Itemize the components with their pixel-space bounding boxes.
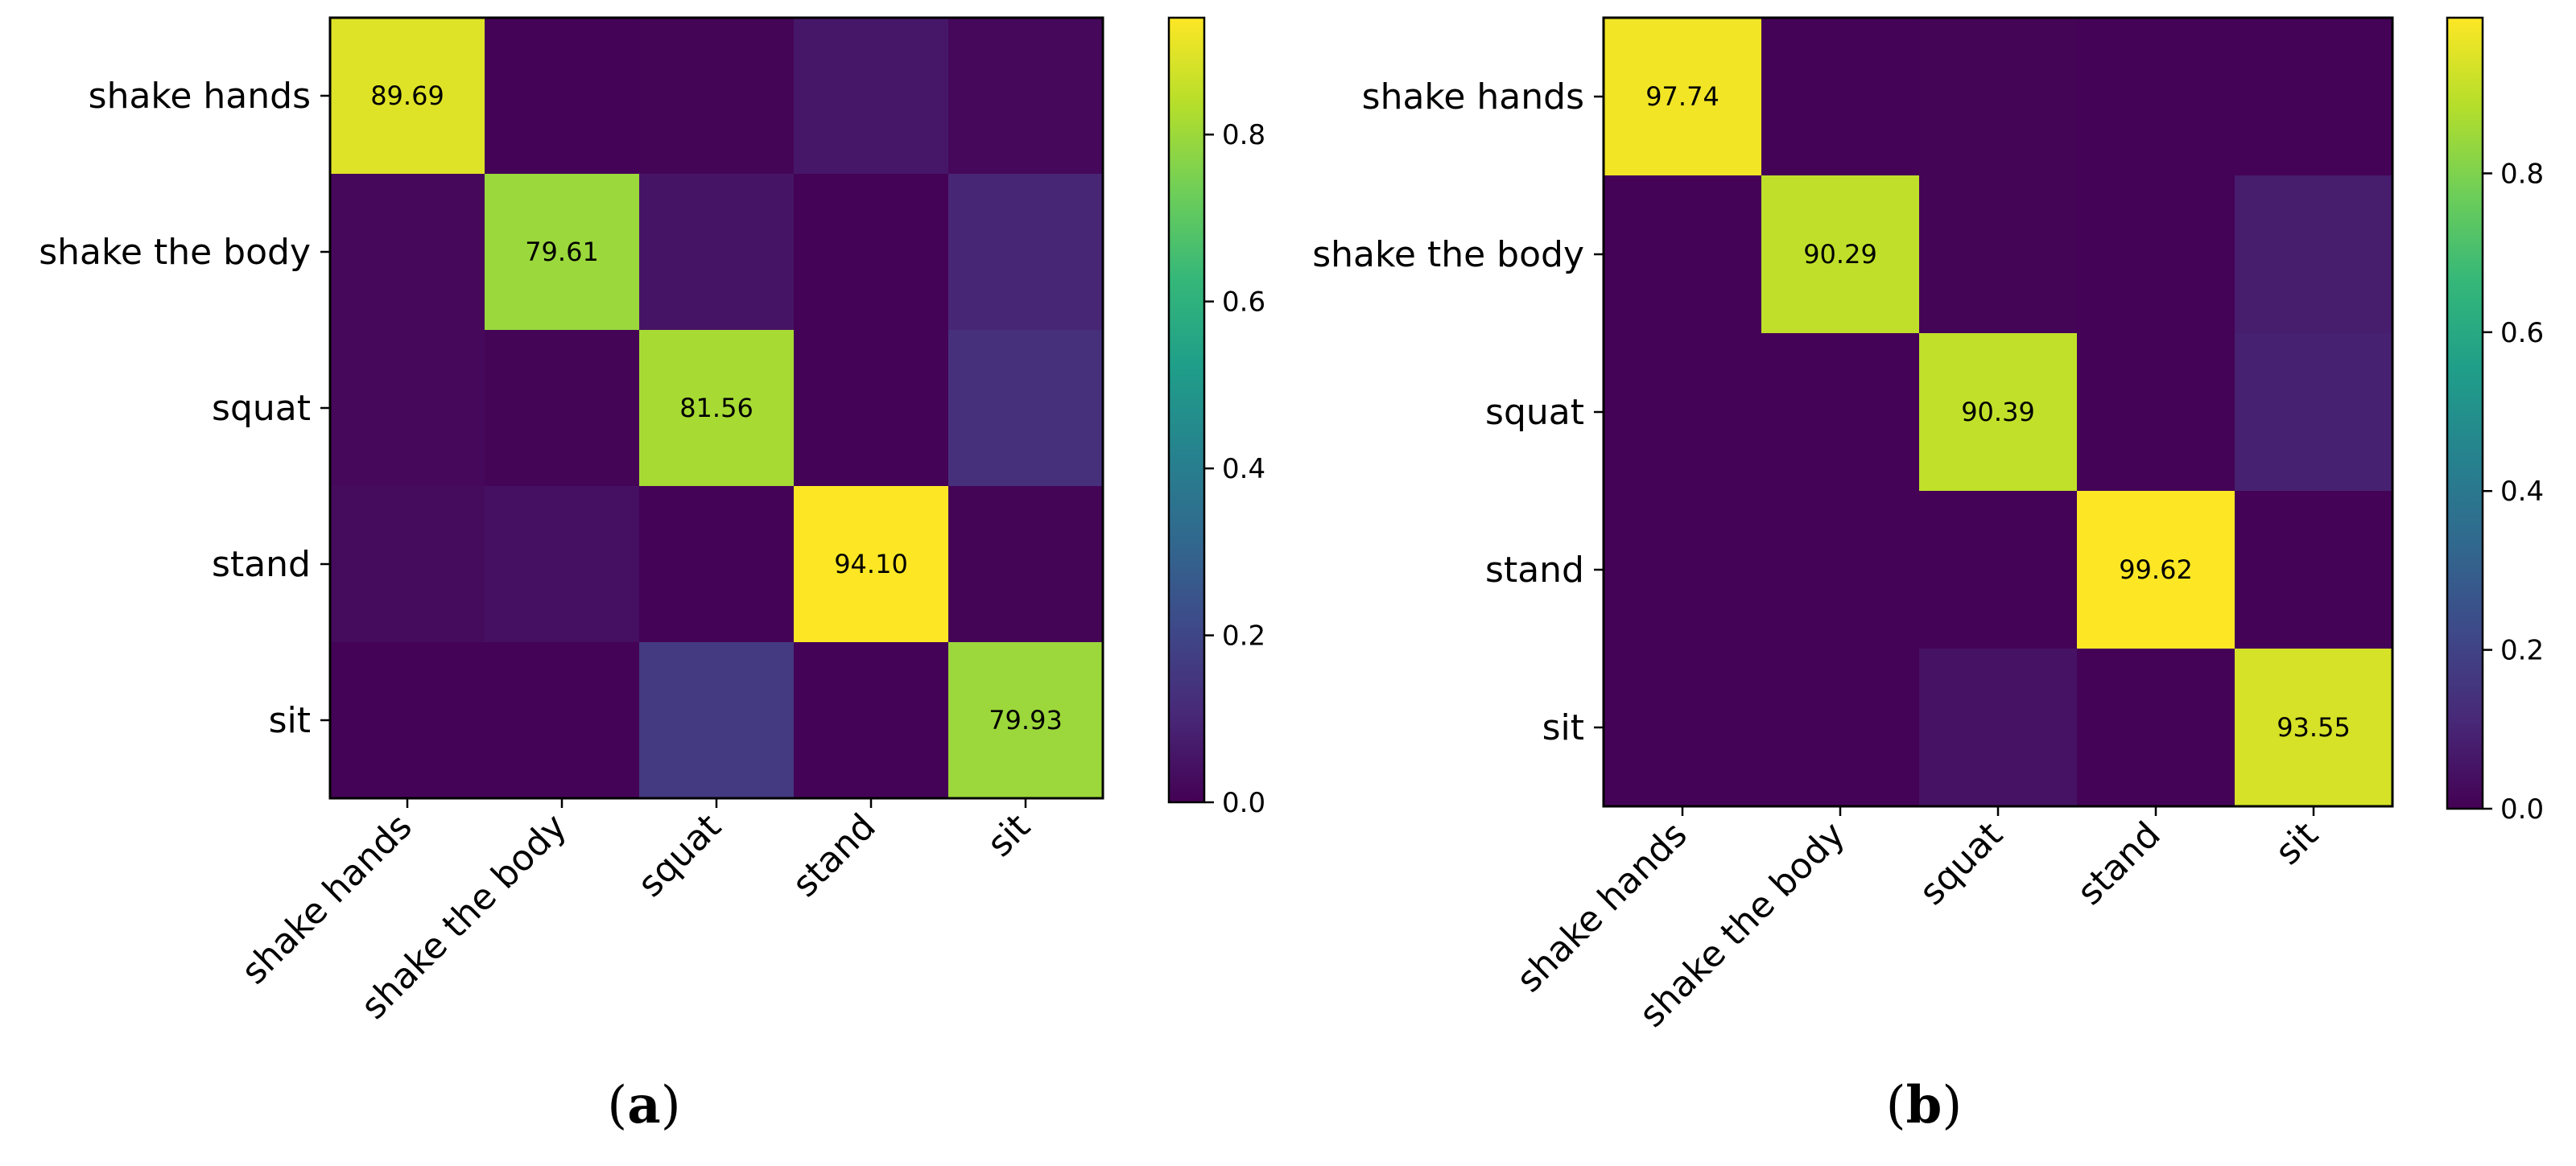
heatmap-cell (485, 642, 640, 799)
y-tick-label: squat (212, 388, 311, 429)
heatmap-cell (794, 486, 949, 643)
heatmap-cell (330, 642, 485, 799)
heatmap-cell (2235, 333, 2393, 492)
x-tick-label: sit (980, 806, 1038, 865)
heatmap-cell (1604, 175, 1762, 334)
heatmap-cell (1919, 333, 2078, 492)
heatmap-cell (1604, 491, 1762, 649)
cell-value-label: 81.56 (679, 393, 753, 423)
heatmap-cell (2235, 649, 2393, 807)
colorbar (1167, 16, 1206, 804)
heatmap-cell (2235, 18, 2393, 176)
heatmap-cell (330, 486, 485, 643)
heatmap-panel-a: 89.69 79.61 81.56 94.10 79.93 shake hands shak… (39, 16, 1265, 1135)
colorbar-tick-label: 0.0 (1222, 787, 1265, 819)
y-tick-label: shake the body (1312, 234, 1584, 275)
y-tick-label: shake hands (1362, 76, 1584, 117)
heatmap-cell (948, 174, 1104, 331)
heatmap-cell (639, 486, 795, 643)
heatmap-cell (639, 330, 795, 487)
heatmap-cell (2077, 175, 2235, 334)
heatmap-cell (948, 18, 1104, 175)
y-tick-label: stand (212, 544, 311, 585)
heatmap-cell (794, 642, 949, 799)
heatmap-cell (794, 18, 949, 175)
heatmap-cell (1604, 649, 1762, 807)
heatmap-cell (639, 174, 795, 331)
colorbar-tick-label: 0.4 (2500, 476, 2544, 508)
heatmap-cell (1761, 491, 1920, 649)
heatmap-cell (485, 486, 640, 643)
heatmap-cell (639, 18, 795, 175)
panel-label: (b) (1886, 1075, 1963, 1135)
x-tick-label: squat (1912, 814, 2011, 913)
cell-value-label: 90.29 (1803, 239, 1877, 270)
heatmap-cell (330, 18, 485, 175)
heatmap-cell (2077, 18, 2235, 176)
heatmap-cell (2235, 491, 2393, 649)
colorbar-tick-label: 0.6 (1222, 286, 1265, 319)
heatmap-cell (1604, 18, 1762, 176)
heatmap-cell (1919, 18, 2078, 176)
heatmap-cell (1604, 333, 1762, 492)
heatmap-cell (330, 174, 485, 331)
cell-value-label: 97.74 (1645, 81, 1719, 112)
panel-label: (a) (607, 1075, 680, 1135)
cell-value-label: 93.55 (2277, 712, 2351, 743)
heatmap-panel-b: 97.74 90.29 90.39 99.62 93.55 shake hands shak… (1312, 16, 2544, 1135)
cell-value-label: 79.93 (989, 705, 1063, 735)
x-tick-label: stand (785, 806, 884, 905)
heatmap-cell (948, 330, 1104, 487)
heatmap-cell (948, 642, 1104, 799)
heatmap-cell (1919, 175, 2078, 334)
cell-value-label: 89.69 (370, 80, 444, 111)
cell-value-label: 94.10 (834, 549, 908, 579)
heatmap-cell (485, 174, 640, 331)
heatmap-cell (2077, 333, 2235, 492)
heatmap-cell (2077, 649, 2235, 807)
cell-value-label: 99.62 (2119, 554, 2193, 585)
cell-value-label: 79.61 (525, 237, 599, 267)
heatmap-cell (1761, 333, 1920, 492)
y-tick-label: stand (1485, 550, 1584, 591)
x-tick-label: squat (630, 806, 729, 905)
colorbar-tick-label: 0.8 (1222, 119, 1265, 151)
heatmap-cell (1761, 649, 1920, 807)
y-tick-label: sit (1542, 707, 1584, 748)
colorbar-tick-label: 0.6 (2500, 317, 2544, 349)
heatmap-cell (485, 330, 640, 487)
heatmap-cell (1919, 649, 2078, 807)
y-tick-label: squat (1485, 392, 1584, 433)
y-tick-label: sit (269, 700, 311, 741)
y-tick-label: shake the body (39, 232, 311, 273)
colorbar-tick-label: 0.2 (2500, 635, 2544, 667)
cell-value-label: 90.39 (1961, 397, 2035, 427)
heatmap-cell (330, 330, 485, 487)
heatmap-cell (948, 486, 1104, 643)
x-tick-label: stand (2070, 814, 2169, 913)
colorbar-tick-label: 0.2 (1222, 620, 1265, 653)
heatmap-cell (485, 18, 640, 175)
heatmap-cell (1919, 491, 2078, 649)
heatmap-cell (639, 642, 795, 799)
colorbar (2446, 16, 2484, 810)
y-tick-label: shake hands (89, 76, 311, 117)
colorbar-tick-label: 0.4 (1222, 453, 1265, 485)
heatmap-cell (1761, 18, 1920, 176)
heatmap-cell (2235, 175, 2393, 334)
heatmap-cell (2077, 491, 2235, 649)
heatmap-cell (794, 330, 949, 487)
colorbar-tick-label: 0.0 (2500, 793, 2544, 826)
heatmap-cell (794, 174, 949, 331)
heatmap-cell (1761, 175, 1920, 334)
x-tick-label: sit (2268, 814, 2326, 873)
colorbar-tick-label: 0.8 (2500, 158, 2544, 190)
